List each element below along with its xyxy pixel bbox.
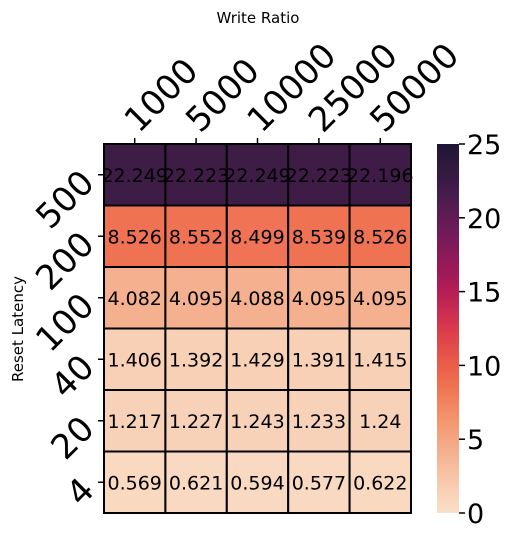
heatmap-cell (348, 204, 413, 268)
cell-value-label: 8.539 (292, 226, 346, 248)
cell-value-label: 0.621 (169, 472, 223, 494)
cell-value-label: 22.249 (224, 165, 290, 187)
cell-value-label: 8.552 (169, 226, 223, 248)
y-tick-label: 200 (28, 224, 102, 298)
cell-value-label: 1.429 (230, 349, 284, 371)
cell-value-label: 1.233 (292, 411, 346, 433)
cell-value-label: 1.24 (359, 411, 401, 433)
cell-value-label: 22.223 (163, 165, 229, 187)
heatmap-cell (164, 450, 228, 514)
cell-value-label: 4.095 (169, 288, 223, 310)
y-tick-label: 20 (43, 409, 102, 468)
heatmap-cell (164, 327, 228, 391)
colorbar-tick-label: 0 (467, 499, 484, 530)
colorbar-tick-label: 10 (467, 351, 501, 382)
heatmap-cell (348, 327, 413, 391)
colorbar-tick-label: 5 (467, 425, 484, 456)
cell-value-label: 1.243 (230, 411, 284, 433)
heatmap-cell (225, 389, 290, 453)
y-axis-title: Reset Latency (9, 276, 27, 382)
heatmap-cell (287, 450, 351, 514)
heatmap-cell (348, 450, 413, 514)
y-tick-label: 100 (28, 286, 102, 360)
colorbar-tick-label: 15 (467, 278, 501, 309)
colorbar-gradient (437, 144, 459, 513)
cell-value-label: 1.217 (107, 411, 161, 433)
cell-value-label: 4.095 (353, 288, 407, 310)
cell-value-label: 1.227 (169, 411, 223, 433)
cell-value-label: 1.406 (107, 349, 161, 371)
cell-value-label: 8.526 (107, 226, 161, 248)
cell-value-label: 0.577 (292, 472, 346, 494)
heatmap-cell (225, 450, 290, 514)
cell-value-label: 22.223 (286, 165, 352, 187)
cell-value-label: 8.526 (353, 226, 407, 248)
x-axis-title: Write Ratio (217, 9, 300, 27)
cell-value-label: 0.622 (353, 472, 407, 494)
cell-value-label: 0.594 (230, 472, 284, 494)
cell-value-label: 22.249 (101, 165, 167, 187)
heatmap-cell (164, 143, 228, 207)
cell-value-label: 4.082 (107, 288, 161, 310)
y-tick-label: 500 (28, 163, 102, 237)
y-tick-label: 4 (59, 470, 103, 514)
heatmap-cell (225, 204, 290, 268)
cell-value-label: 22.196 (347, 165, 413, 187)
cell-value-label: 1.391 (292, 349, 346, 371)
colorbar-tick-label: 25 (467, 130, 501, 161)
cell-value-label: 1.392 (169, 349, 223, 371)
colorbar-tick-label: 20 (467, 204, 501, 235)
heatmap-cell (287, 266, 351, 330)
cell-value-label: 8.499 (230, 226, 284, 248)
cell-value-label: 4.088 (230, 288, 284, 310)
cell-value-label: 4.095 (292, 288, 346, 310)
heatmap-cell (287, 327, 351, 391)
heatmap-cell (164, 266, 228, 330)
heatmap-cell (164, 389, 228, 453)
cell-value-label: 0.569 (107, 472, 161, 494)
cell-value-label: 1.415 (353, 349, 407, 371)
colorbar: 0 5 10 15 20 25 (437, 130, 501, 530)
